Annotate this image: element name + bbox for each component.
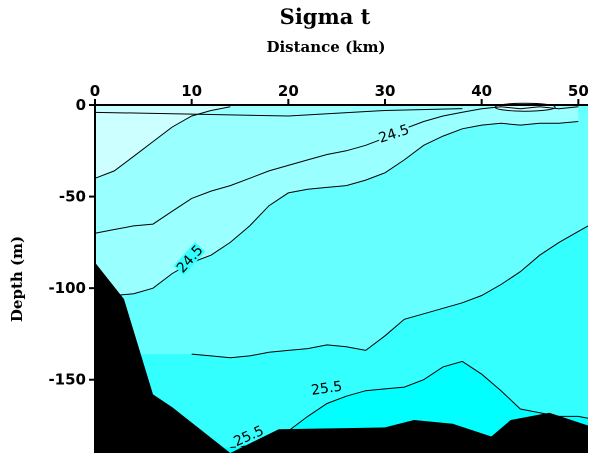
contour-line-3 (191, 225, 589, 359)
seafloor-layer (95, 262, 588, 453)
x-axis-label: Distance (km) (266, 38, 386, 56)
contour-label-bg (173, 242, 206, 276)
x-tick-label: 10 (181, 82, 202, 100)
seafloor (95, 262, 588, 453)
contour-label-bg (376, 121, 412, 145)
chart-title: Sigma t (279, 4, 371, 29)
x-tick-label: 40 (471, 82, 492, 100)
y-tick-label: -150 (48, 371, 86, 389)
x-tick-label: 50 (568, 82, 589, 100)
contour-line-1 (94, 106, 579, 234)
y-tick-label: -100 (48, 279, 86, 297)
y-tick-label: -50 (59, 188, 86, 206)
x-tick-label: 20 (278, 82, 299, 100)
fill-band-24-5-lower (95, 105, 579, 300)
contour-line-surface (94, 108, 463, 117)
contour-label-bg (309, 378, 344, 397)
contour-fill-layer (95, 102, 588, 453)
contour-line-4 (230, 360, 589, 448)
fill-band-24-0 (95, 105, 231, 179)
y-tick-label: 0 (76, 96, 86, 114)
contour-line-2 (94, 121, 579, 300)
axes-layer: 0 10 20 30 40 50 0 -50 -100 -150 (48, 82, 589, 453)
x-tick-label: 0 (90, 82, 100, 100)
x-tick-label: 30 (375, 82, 396, 100)
contour-line-0 (94, 106, 231, 179)
contour-label-bg (230, 422, 266, 449)
contour-line-layer (94, 106, 589, 448)
contour-label: 25.5 (310, 379, 343, 399)
